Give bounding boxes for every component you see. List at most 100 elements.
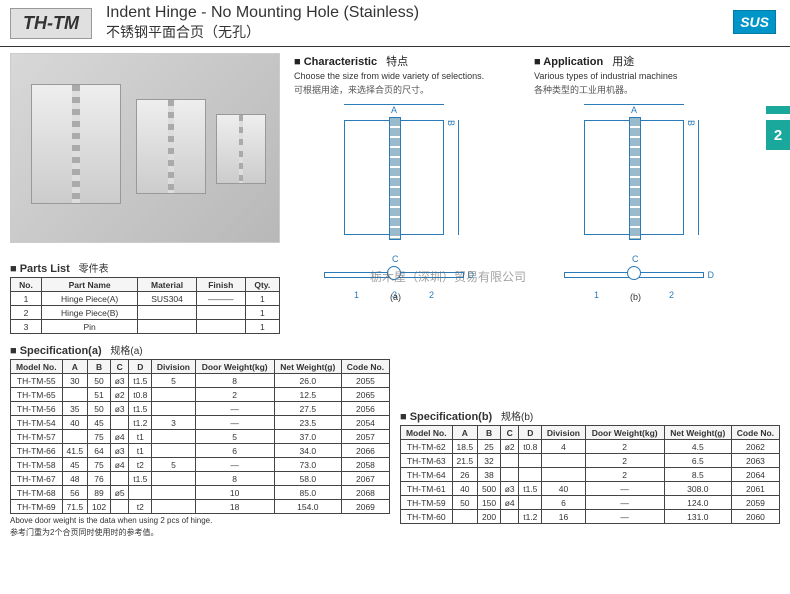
table-cell: t1 — [129, 444, 152, 458]
dim-b-label-b: B — [686, 120, 699, 235]
table-cell: 2066 — [341, 444, 389, 458]
table-row: 1Hinge Piece(A)SUS304———1 — [11, 292, 280, 306]
table-header: Part Name — [42, 278, 138, 292]
table-cell — [501, 454, 519, 468]
footnote-en: Above door weight is the data when using… — [10, 516, 390, 526]
table-header: Code No. — [731, 426, 779, 440]
table-cell: t2 — [129, 458, 152, 472]
page-tab: 2 — [766, 120, 790, 150]
table-cell: TH-TM-60 — [401, 510, 453, 524]
table-cell: t1.5 — [129, 374, 152, 388]
table-cell: t1.5 — [129, 402, 152, 416]
table-cell: — — [585, 482, 664, 496]
table-cell: TH-TM-64 — [401, 468, 453, 482]
table-cell: — — [195, 402, 274, 416]
table-cell: 16 — [542, 510, 585, 524]
table-cell: t0.8 — [129, 388, 152, 402]
dim-c: C — [392, 254, 399, 264]
application-block: ■ Application 用途 Various types of indust… — [534, 53, 764, 302]
spec-a-title: ■ Specification(a) 规格(a) — [10, 342, 390, 357]
table-cell: 38 — [478, 468, 501, 482]
table-cell — [152, 402, 195, 416]
table-cell: TH-TM-58 — [11, 458, 63, 472]
callout-1b: 1 — [594, 290, 599, 300]
table-row: 2Hinge Piece(B)1 — [11, 306, 280, 320]
table-cell: 30 — [62, 374, 88, 388]
table-cell: TH-TM-56 — [11, 402, 63, 416]
char-title-en: ■ Characteristic — [294, 56, 377, 68]
table-cell — [519, 496, 542, 510]
table-cell: 10 — [195, 486, 274, 500]
table-cell: t1.2 — [129, 416, 152, 430]
table-cell: ø2 — [501, 440, 519, 454]
table-cell: 40 — [542, 482, 585, 496]
table-cell: 76 — [88, 472, 111, 486]
table-cell: 35 — [62, 402, 88, 416]
table-cell: 2065 — [341, 388, 389, 402]
parts-title-en: ■ Parts List — [10, 263, 70, 275]
table-cell — [542, 468, 585, 482]
table-cell: 154.0 — [274, 500, 341, 514]
table-header: Model No. — [11, 360, 63, 374]
table-cell — [111, 472, 129, 486]
hinge-drawing-b — [584, 120, 684, 235]
table-cell: 5 — [195, 430, 274, 444]
characteristic-title: ■ Characteristic 特点 — [294, 53, 524, 69]
table-cell: ø3 — [111, 444, 129, 458]
callout-1: 1 — [354, 290, 359, 300]
dim-c-b: C — [632, 254, 639, 264]
spec-b-table: Model No.ABCDDivisionDoor Weight(kg)Net … — [400, 425, 780, 524]
table-header: Finish — [196, 278, 245, 292]
title-block: Indent Hinge - No Mounting Hole (Stainle… — [106, 4, 419, 42]
table-cell: 2067 — [341, 472, 389, 486]
profile-b: C D 1 2 — [564, 260, 704, 290]
table-cell: TH-TM-55 — [11, 374, 63, 388]
table-cell: ø3 — [501, 482, 519, 496]
table-cell: 56 — [62, 486, 88, 500]
table-cell — [501, 510, 519, 524]
callout-2: 2 — [429, 290, 434, 300]
product-code: TH-TM — [10, 8, 92, 39]
hinge-drawing-a — [344, 120, 444, 235]
table-header: A — [452, 426, 478, 440]
table-header: Division — [542, 426, 585, 440]
hinge-medium — [136, 99, 206, 194]
table-cell: 3 — [11, 320, 42, 334]
table-cell: 2 — [195, 388, 274, 402]
table-row: TH-TM-544045t1.23—23.52054 — [11, 416, 390, 430]
table-cell: TH-TM-68 — [11, 486, 63, 500]
table-cell: 1 — [11, 292, 42, 306]
table-header: D — [519, 426, 542, 440]
table-cell: 26 — [452, 468, 478, 482]
table-cell: TH-TM-63 — [401, 454, 453, 468]
table-cell: TH-TM-54 — [11, 416, 63, 430]
table-cell: — — [195, 416, 274, 430]
table-cell: 50 — [88, 402, 111, 416]
parts-title-cn: 零件表 — [79, 264, 109, 275]
table-cell: 50 — [452, 496, 478, 510]
table-row: TH-TM-6971.5102t218154.02069 — [11, 500, 390, 514]
table-cell — [62, 388, 88, 402]
spec-a-table: Model No.ABCDDivisionDoor Weight(kg)Net … — [10, 359, 390, 514]
table-cell: 21.5 — [452, 454, 478, 468]
table-cell: — — [195, 458, 274, 472]
char-sub-cn: 可根据用途，来选择合页的尺寸。 — [294, 83, 524, 96]
table-header: Net Weight(g) — [664, 426, 731, 440]
table-header: A — [62, 360, 88, 374]
table-cell: 40 — [452, 482, 478, 496]
table-cell: 2069 — [341, 500, 389, 514]
table-cell — [62, 430, 88, 444]
table-cell: 2061 — [731, 482, 779, 496]
table-cell: 3 — [152, 416, 195, 430]
table-row: TH-TM-553050ø3t1.55826.02055 — [11, 374, 390, 388]
table-cell: 51 — [88, 388, 111, 402]
table-row: TH-TM-6140500ø3t1.540—308.02061 — [401, 482, 780, 496]
table-cell: 26.0 — [274, 374, 341, 388]
table-cell: 27.5 — [274, 402, 341, 416]
table-cell: 37.0 — [274, 430, 341, 444]
table-cell: ——— — [196, 292, 245, 306]
table-cell: 500 — [478, 482, 501, 496]
table-cell: 75 — [88, 430, 111, 444]
table-cell — [519, 454, 542, 468]
table-cell: t1.5 — [519, 482, 542, 496]
